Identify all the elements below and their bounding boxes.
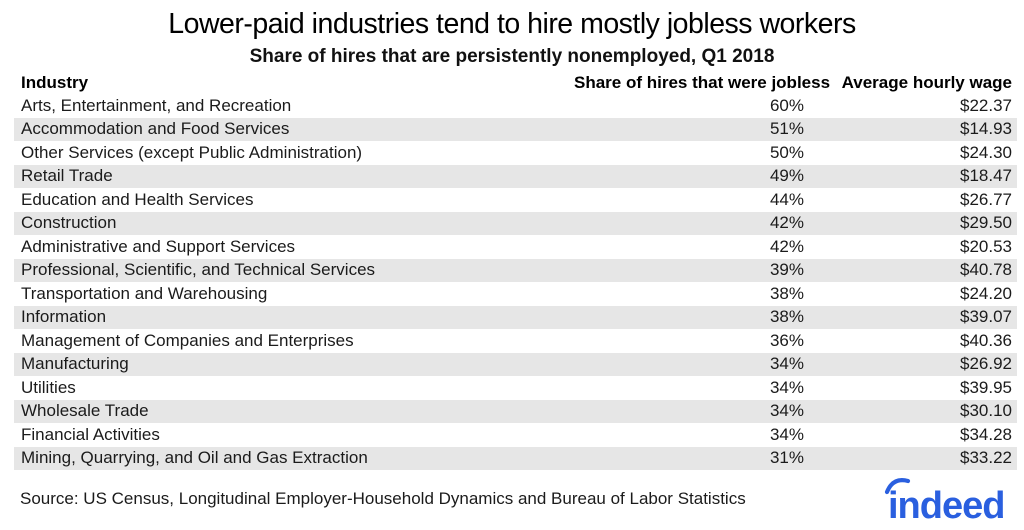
share-cell: 44%	[769, 189, 804, 209]
industry-cell: Financial Activities	[21, 424, 160, 444]
industry-table: Industry Share of hires that were jobles…	[14, 71, 1017, 470]
wage-cell: $26.92	[960, 354, 1012, 374]
share-cell: 60%	[769, 95, 804, 115]
table-header-row: Industry Share of hires that were jobles…	[14, 71, 1017, 94]
wage-cell: $24.20	[960, 283, 1012, 303]
industry-cell: Arts, Entertainment, and Recreation	[21, 95, 292, 115]
share-cell: 34%	[769, 401, 804, 421]
table-row: Management of Companies and Enterprises 3…	[14, 329, 1017, 353]
wage-cell: $39.07	[960, 307, 1012, 327]
page-title: Lower-paid industries tend to hire mostl…	[168, 8, 856, 40]
share-cell: 42%	[769, 236, 804, 256]
wage-cell: $18.47	[960, 166, 1012, 186]
source-note: Source: US Census, Longitudinal Employer…	[20, 489, 746, 508]
wage-cell: $14.93	[960, 119, 1012, 139]
wage-cell: $26.77	[960, 189, 1012, 209]
share-cell: 38%	[769, 307, 804, 327]
table-row: Other Services (except Public Administra…	[14, 141, 1017, 165]
table-row: Utilities 34% $39.95	[14, 376, 1017, 400]
table-row: Information 38% $39.07	[14, 305, 1017, 329]
share-cell: 51%	[769, 119, 804, 139]
page-subtitle: Share of hires that are persistently non…	[249, 46, 775, 67]
industry-cell: Mining, Quarrying, and Oil and Gas Extra…	[21, 448, 368, 468]
industry-cell: Retail Trade	[21, 166, 113, 186]
industry-cell: Management of Companies and Enterprises	[21, 330, 354, 350]
industry-cell: Manufacturing	[21, 354, 129, 374]
wage-cell: $40.78	[960, 260, 1012, 280]
industry-cell: Accommodation and Food Services	[21, 119, 290, 139]
table-row: Retail Trade 49% $18.47	[14, 164, 1017, 188]
industry-cell: Other Services (except Public Administra…	[21, 142, 363, 162]
table-row: Accommodation and Food Services 51% $14.93	[14, 117, 1017, 141]
share-cell: 49%	[769, 166, 804, 186]
table-row: Administrative and Support Services 42% $2…	[14, 235, 1017, 259]
share-cell: 31%	[769, 448, 804, 468]
table-row: Construction 42% $29.50	[14, 211, 1017, 235]
wage-cell: $39.95	[960, 377, 1012, 397]
indeed-swoosh-icon	[884, 478, 911, 495]
column-header-share: Share of hires that were jobless	[574, 72, 831, 92]
industry-cell: Transportation and Warehousing	[21, 283, 268, 303]
table-row: Wholesale Trade 34% $30.10	[14, 399, 1017, 423]
wage-cell: $22.37	[960, 95, 1012, 115]
table-body: Arts, Entertainment, and Recreation 60% $2…	[14, 94, 1017, 470]
table-row: Transportation and Warehousing 38% $24.20	[14, 282, 1017, 306]
wage-cell: $30.10	[960, 401, 1012, 421]
indeed-logo-svg: indeed	[884, 476, 1005, 522]
column-header-industry: Industry	[21, 72, 89, 92]
share-cell: 50%	[769, 142, 804, 162]
industry-cell: Administrative and Support Services	[21, 236, 296, 256]
wage-cell: $24.30	[960, 142, 1012, 162]
share-cell: 34%	[769, 354, 804, 374]
industry-cell: Education and Health Services	[21, 189, 254, 209]
table-row: Mining, Quarrying, and Oil and Gas Extra…	[14, 446, 1017, 470]
share-cell: 39%	[769, 260, 804, 280]
share-cell: 36%	[769, 330, 804, 350]
table-row: Arts, Entertainment, and Recreation 60% $2…	[14, 94, 1017, 118]
wage-cell: $20.53	[960, 236, 1012, 256]
wage-cell: $40.36	[960, 330, 1012, 350]
share-cell: 42%	[769, 213, 804, 233]
table-header: Industry Share of hires that were jobles…	[14, 71, 1017, 94]
table-row: Education and Health Services 44% $26.77	[14, 188, 1017, 212]
industry-cell: Information	[21, 307, 107, 327]
column-header-wage: Average hourly wage	[841, 72, 1012, 92]
share-cell: 34%	[769, 424, 804, 444]
industry-cell: Utilities	[21, 377, 76, 397]
table-row: Professional, Scientific, and Technical …	[14, 258, 1017, 282]
share-cell: 34%	[769, 377, 804, 397]
industry-cell: Wholesale Trade	[21, 401, 149, 421]
indeed-logo-text: indeed	[888, 485, 1004, 522]
table-row: Manufacturing 34% $26.92	[14, 352, 1017, 376]
industry-cell: Professional, Scientific, and Technical …	[21, 260, 376, 280]
indeed-logo: indeed	[884, 476, 1016, 522]
wage-cell: $34.28	[960, 424, 1012, 444]
share-cell: 38%	[769, 283, 804, 303]
industry-cell: Construction	[21, 213, 117, 233]
wage-cell: $29.50	[960, 213, 1012, 233]
table-row: Financial Activities 34% $34.28	[14, 423, 1017, 447]
wage-cell: $33.22	[960, 448, 1012, 468]
